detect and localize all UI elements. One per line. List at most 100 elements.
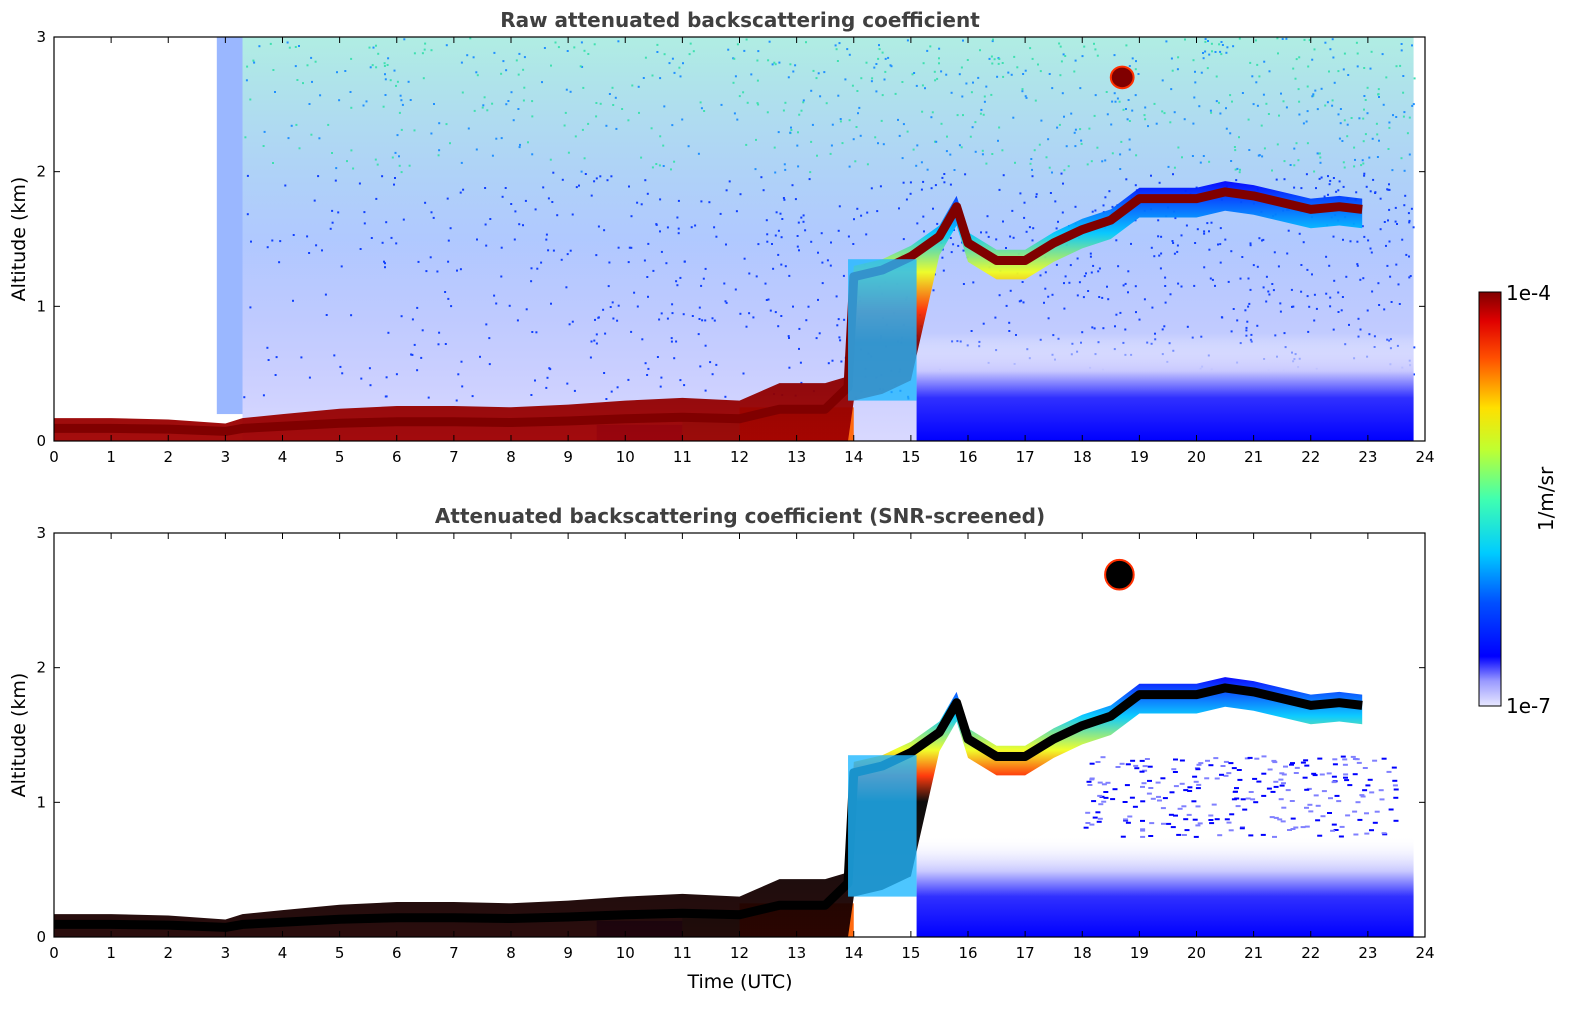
noise-speck xyxy=(438,331,441,334)
aerosol-fleck xyxy=(1290,828,1296,830)
noise-speck xyxy=(1403,204,1406,207)
noise-speck xyxy=(263,130,266,133)
colorbar-min-label: 1e-7 xyxy=(1506,694,1551,718)
noise-speck xyxy=(757,103,760,106)
aerosol-fleck xyxy=(1224,818,1230,821)
noise-speck xyxy=(1306,295,1309,298)
noise-speck xyxy=(266,346,269,349)
noise-speck xyxy=(880,119,883,122)
noise-speck xyxy=(318,137,321,140)
noise-speck xyxy=(417,260,420,263)
noise-speck xyxy=(1359,278,1362,281)
noise-speck xyxy=(1203,230,1206,233)
noise-speck xyxy=(1249,242,1252,245)
noise-speck xyxy=(922,215,925,218)
noise-speck xyxy=(941,176,944,179)
noise-speck xyxy=(491,102,494,105)
aerosol-fleck xyxy=(1285,789,1291,792)
noise-speck xyxy=(1194,70,1196,73)
noise-speck xyxy=(1024,95,1027,98)
noise-speck xyxy=(843,318,846,321)
aerosol-fleck xyxy=(1244,757,1250,760)
noise-speck xyxy=(782,197,785,199)
screened-backscatter-panel: Attenuated backscattering coefficient (S… xyxy=(8,504,1435,993)
noise-speck xyxy=(1408,153,1411,156)
noise-speck xyxy=(413,52,416,55)
noise-speck xyxy=(1353,146,1356,149)
noise-speck xyxy=(950,91,953,94)
noise-speck xyxy=(579,65,582,68)
noise-speck xyxy=(595,342,598,345)
noise-speck xyxy=(1292,67,1295,70)
noise-speck xyxy=(1086,163,1089,166)
aerosol-fleck xyxy=(1214,818,1220,821)
noise-speck xyxy=(1390,301,1393,303)
noise-speck xyxy=(531,100,534,103)
noise-speck xyxy=(350,149,353,152)
aerosol-fleck xyxy=(1247,756,1253,759)
noise-speck xyxy=(1249,288,1252,291)
noise-speck xyxy=(1044,287,1047,290)
noise-speck xyxy=(1134,94,1137,97)
noise-speck xyxy=(1093,114,1096,117)
aerosol-fleck xyxy=(1168,813,1174,816)
aerosol-fleck xyxy=(1278,798,1284,801)
noise-speck xyxy=(1138,318,1141,321)
noise-speck xyxy=(456,269,458,272)
noise-speck xyxy=(1258,75,1261,78)
noise-speck xyxy=(372,46,375,49)
noise-speck xyxy=(1091,326,1094,329)
aerosol-fleck xyxy=(1364,812,1369,815)
noise-speck xyxy=(1098,296,1101,298)
noise-speck xyxy=(1111,205,1114,208)
noise-speck xyxy=(958,73,961,76)
noise-speck xyxy=(1386,188,1389,191)
noise-speck xyxy=(881,94,884,97)
noise-speck xyxy=(346,160,348,163)
noise-speck xyxy=(1057,220,1059,223)
y-tick-label: 2 xyxy=(36,163,46,181)
noise-speck xyxy=(1102,327,1105,330)
aerosol-fleck xyxy=(1236,769,1242,771)
noise-speck xyxy=(859,134,862,137)
noise-speck xyxy=(510,203,513,205)
noise-speck xyxy=(274,91,276,93)
noise-speck xyxy=(1191,155,1194,157)
panel-1-title: Raw attenuated backscattering coefficien… xyxy=(500,8,980,32)
panel-1-ylabel: Altitude (km) xyxy=(8,177,30,302)
noise-speck xyxy=(295,123,298,126)
noise-speck xyxy=(1169,121,1172,124)
noise-speck xyxy=(329,227,332,230)
noise-speck xyxy=(798,347,800,350)
noise-speck xyxy=(614,96,617,99)
noise-speck xyxy=(708,201,711,204)
noise-speck xyxy=(1211,50,1213,53)
aerosol-fleck xyxy=(1345,814,1351,817)
noise-speck xyxy=(807,305,810,308)
x-tick-label: 9 xyxy=(563,944,573,962)
noise-speck xyxy=(1029,47,1032,50)
noise-speck xyxy=(877,57,880,60)
noise-speck xyxy=(839,339,842,342)
noise-speck xyxy=(675,340,678,343)
aerosol-fleck xyxy=(1279,784,1285,787)
noise-speck xyxy=(605,124,608,127)
noise-speck xyxy=(752,316,755,319)
noise-speck xyxy=(563,124,566,127)
noise-speck xyxy=(308,103,311,105)
noise-speck xyxy=(1236,167,1239,170)
noise-speck xyxy=(1333,279,1336,282)
noise-speck xyxy=(1298,56,1301,59)
aerosol-fleck xyxy=(1248,834,1254,837)
noise-speck xyxy=(1280,92,1282,95)
aerosol-fleck xyxy=(1183,818,1189,821)
noise-speck xyxy=(505,69,508,72)
noise-speck xyxy=(930,116,933,119)
aerosol-fleck xyxy=(1272,835,1277,838)
aerosol-fleck xyxy=(1362,789,1368,792)
noise-speck xyxy=(1085,272,1087,275)
noise-speck xyxy=(1051,293,1054,296)
noise-speck xyxy=(901,81,904,83)
noise-speck xyxy=(1278,114,1280,117)
noise-speck xyxy=(302,82,304,85)
